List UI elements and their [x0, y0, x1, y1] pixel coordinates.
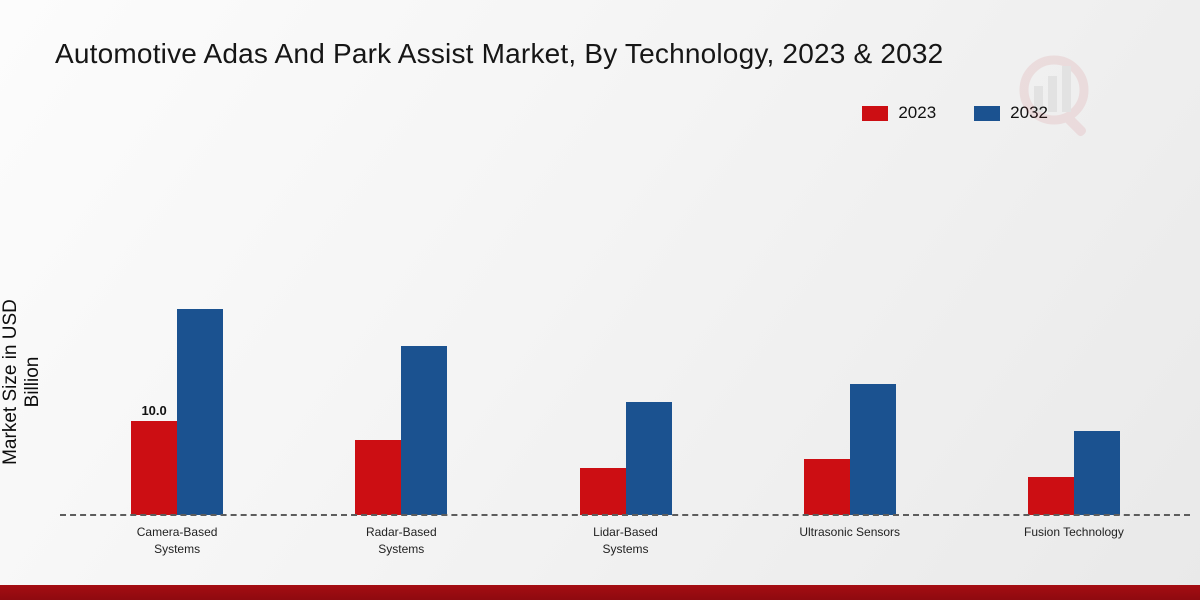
bar-pair-3 — [803, 290, 896, 515]
bar-group-2 — [513, 290, 737, 515]
footer-accent-bar — [0, 585, 1200, 600]
bar-2023-3 — [803, 459, 850, 515]
legend-item-2032: 2032 — [974, 103, 1048, 123]
category-label-1: Radar-Based Systems — [365, 525, 437, 556]
legend-item-2023: 2023 — [862, 103, 936, 123]
bar-pair-4 — [1027, 290, 1120, 515]
bar-2032-2 — [625, 402, 672, 515]
legend-label-2032: 2032 — [1010, 103, 1048, 122]
bar-2023-0: 10.0 — [131, 403, 178, 515]
category-label-0: Camera-Based Systems — [136, 525, 218, 556]
legend-swatch-2023 — [862, 105, 889, 121]
bar-2032-4 — [1073, 431, 1120, 515]
category-label-4: Fusion Technology — [1023, 525, 1124, 539]
bar-group-3 — [738, 290, 962, 515]
bar-2032-1 — [401, 346, 448, 515]
bar-2032-0 — [177, 309, 224, 515]
bar-2032-3 — [849, 384, 896, 515]
legend-label-2023: 2023 — [898, 103, 937, 122]
category-label-2: Lidar-Based Systems — [593, 525, 658, 556]
legend: 2023 2032 — [862, 103, 1048, 123]
bar-pair-2 — [579, 290, 672, 515]
page-title: Automotive Adas And Park Assist Market, … — [55, 38, 944, 69]
x-axis-baseline — [60, 514, 1190, 516]
bar-pair-0: 10.0 — [131, 290, 224, 515]
bar-2023-2 — [579, 468, 626, 515]
category-label-3: Ultrasonic Sensors — [799, 525, 901, 539]
x-axis-category-labels: Camera-Based Systems Radar-Based Systems L… — [65, 524, 1186, 558]
plot-area: 10.0 — [65, 290, 1186, 515]
bar-group-1 — [289, 290, 513, 515]
bar-pair-1 — [355, 290, 448, 515]
y-axis-label: Market Size in USD Billion — [0, 299, 43, 465]
legend-swatch-2032 — [974, 105, 1001, 121]
bar-group-0: 10.0 — [65, 290, 289, 515]
bar-2023-1 — [355, 440, 402, 515]
brand-watermark-icon — [1004, 52, 1092, 145]
bar-value-label: 10.0 — [141, 403, 167, 418]
bar-group-4 — [962, 290, 1186, 515]
bar-2023-4 — [1027, 477, 1074, 515]
